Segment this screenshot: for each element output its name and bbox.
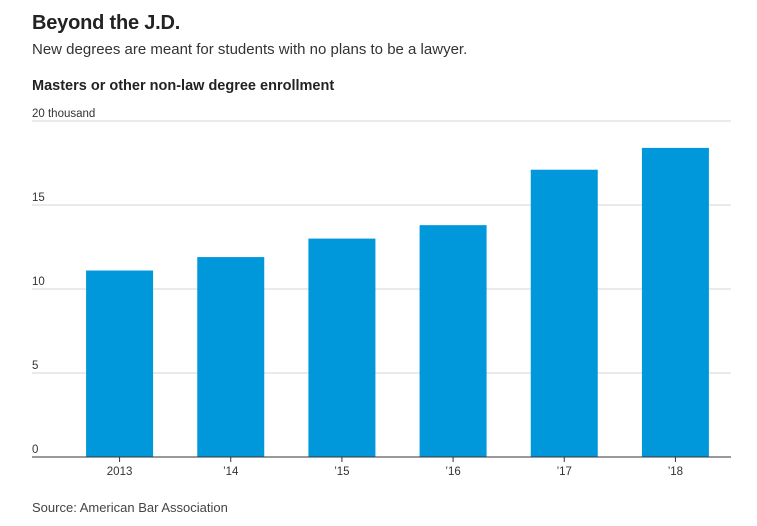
- bar: [530, 169, 598, 457]
- x-tick-label: ’15: [334, 466, 349, 478]
- bar: [197, 257, 265, 457]
- y-tick-label: 15: [32, 192, 45, 204]
- chart-heading: Masters or other non-law degree enrollme…: [32, 78, 335, 94]
- bar: [419, 225, 487, 457]
- x-tick-label: ’17: [557, 466, 572, 478]
- x-tick-label: ’18: [668, 466, 683, 478]
- chart-title: Beyond the J.D.: [32, 12, 181, 34]
- bar: [86, 270, 154, 457]
- x-tick-label: ’14: [223, 466, 239, 478]
- x-tick-label: 2013: [107, 466, 133, 478]
- x-tick-label: ’16: [445, 466, 460, 478]
- chart-subtitle: New degrees are meant for students with …: [32, 41, 468, 58]
- x-axis: [32, 456, 731, 462]
- x-tick-labels: 2013 ’14 ’15 ’16 ’17 ’18: [107, 466, 683, 478]
- y-tick-labels: 0 5 10 15 20 thousand: [32, 108, 95, 456]
- y-tick-label: 0: [32, 444, 38, 456]
- y-tick-label: 5: [32, 360, 38, 372]
- y-tick-label: 20 thousand: [32, 108, 95, 120]
- source-note: Source: American Bar Association: [32, 500, 228, 515]
- y-tick-label: 10: [32, 276, 45, 288]
- bars: [86, 147, 709, 457]
- bar: [308, 238, 376, 457]
- bar: [641, 147, 709, 457]
